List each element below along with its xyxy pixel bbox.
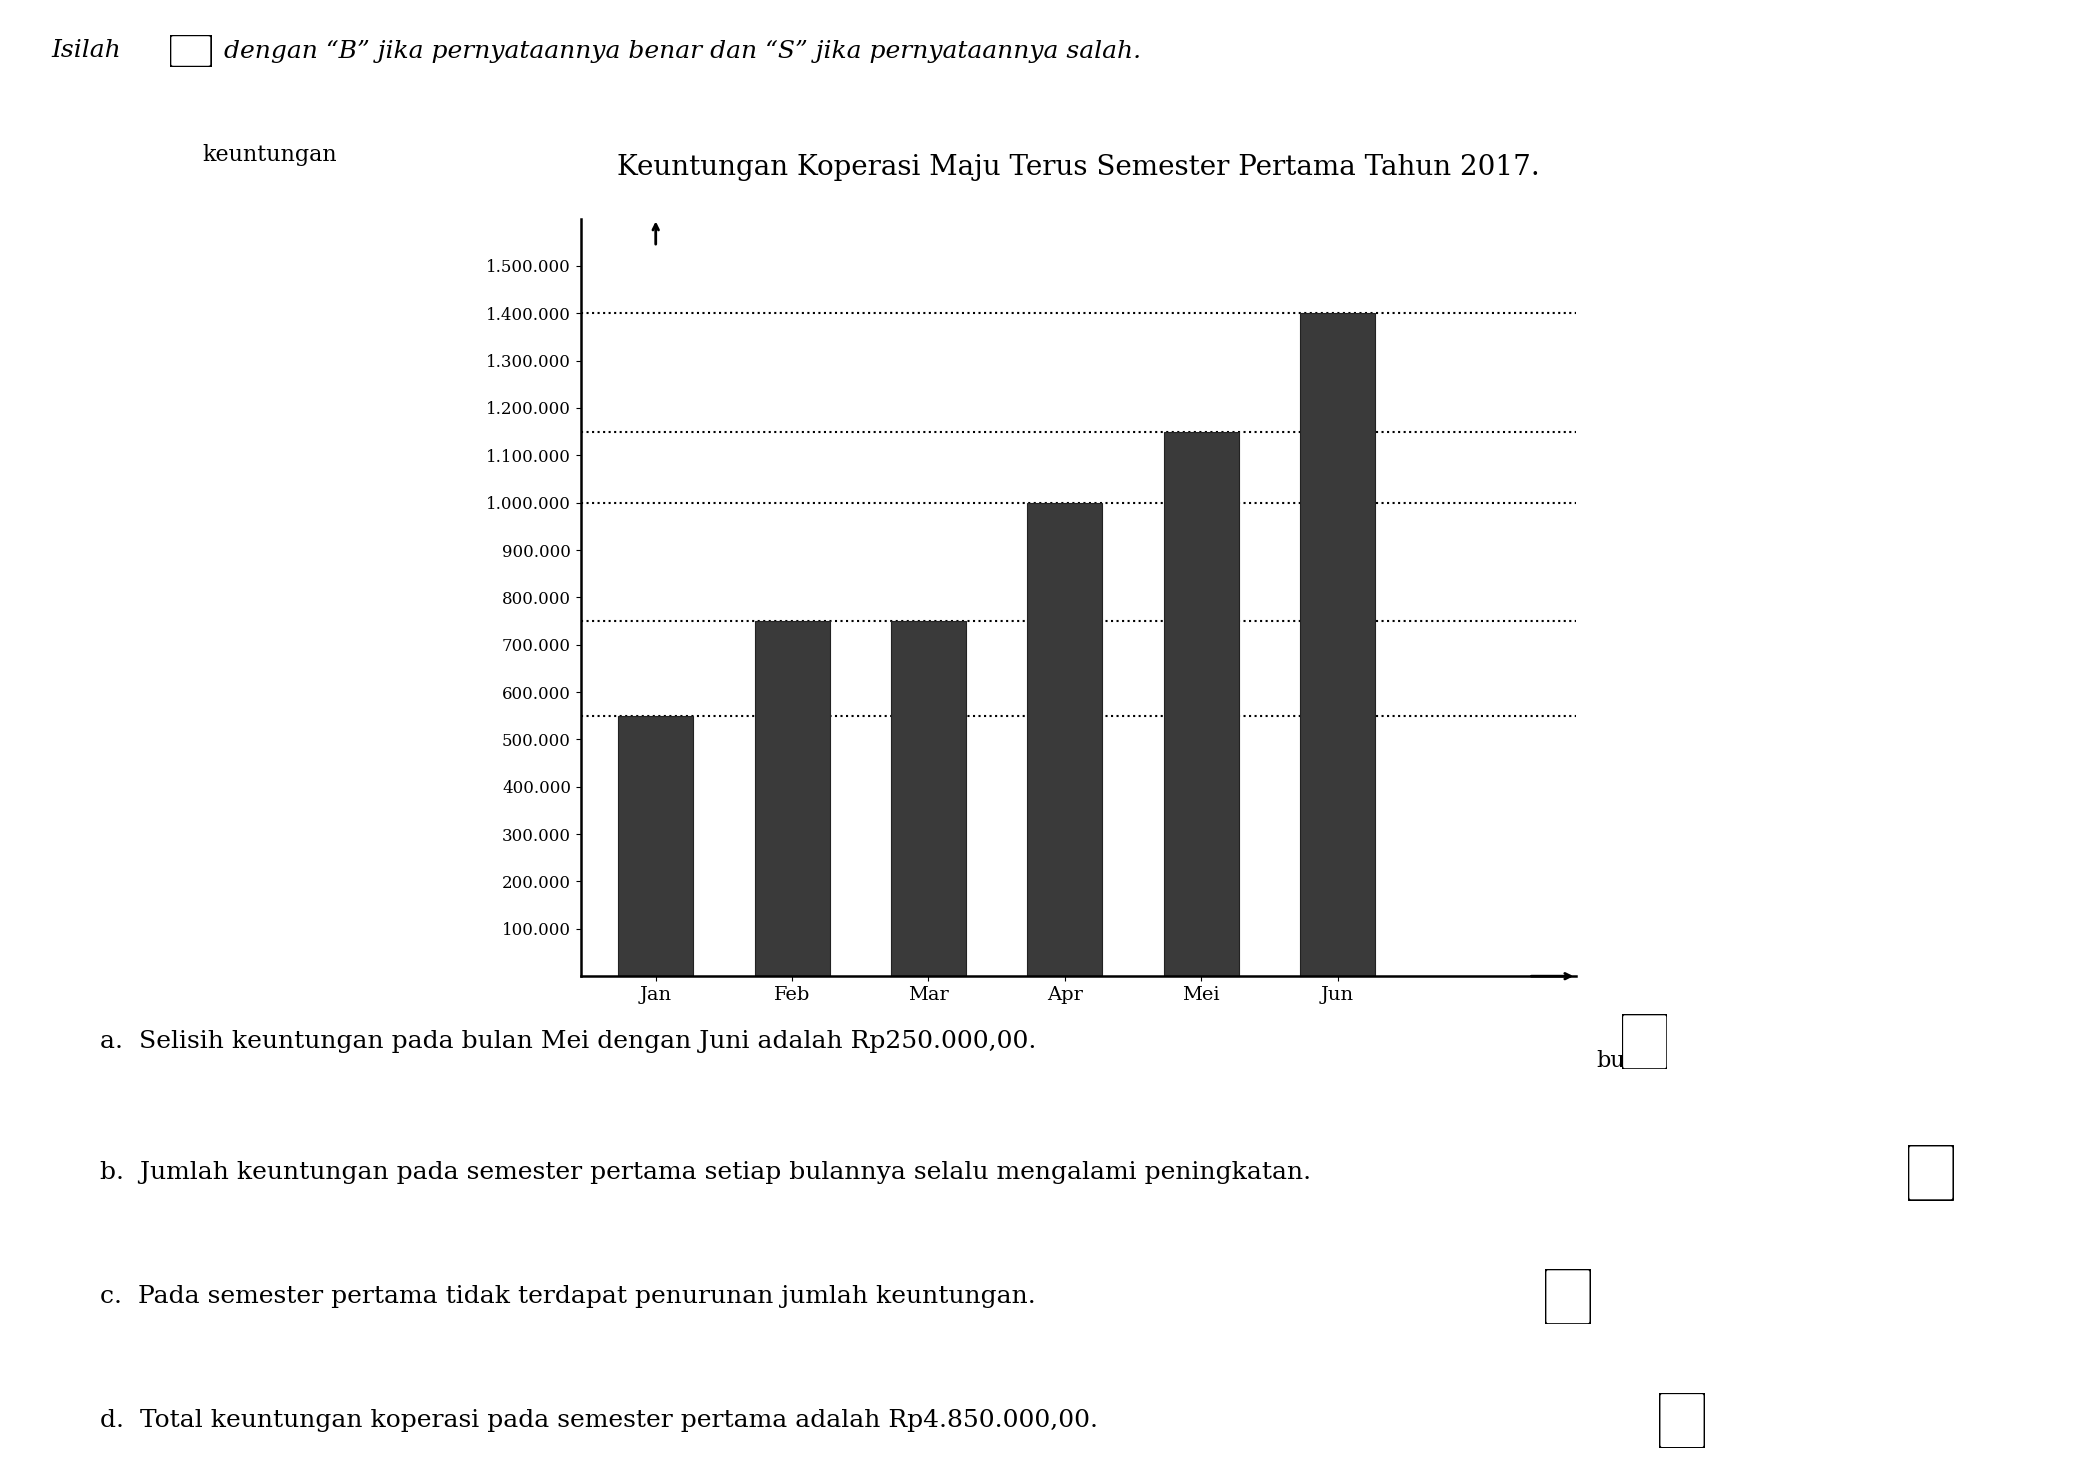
Bar xyxy=(1164,431,1238,976)
FancyBboxPatch shape xyxy=(1908,1145,1954,1201)
Text: Keuntungan Koperasi Maju Terus Semester Pertama Tahun 2017.: Keuntungan Koperasi Maju Terus Semester … xyxy=(618,154,1539,181)
Text: b.  Jumlah keuntungan pada semester pertama setiap bulannya selalu mengalami pen: b. Jumlah keuntungan pada semester perta… xyxy=(100,1161,1311,1185)
Bar xyxy=(618,715,693,976)
Bar xyxy=(1027,503,1103,976)
FancyBboxPatch shape xyxy=(1545,1269,1591,1324)
FancyBboxPatch shape xyxy=(1659,1393,1705,1448)
FancyBboxPatch shape xyxy=(1622,1014,1667,1069)
Bar xyxy=(755,621,830,976)
Text: c.  Pada semester pertama tidak terdapat penurunan jumlah keuntungan.: c. Pada semester pertama tidak terdapat … xyxy=(100,1285,1035,1308)
FancyBboxPatch shape xyxy=(170,35,212,67)
Text: d.  Total keuntungan koperasi pada semester pertama adalah Rp4.850.000,00.: d. Total keuntungan koperasi pada semest… xyxy=(100,1409,1097,1432)
Bar xyxy=(892,621,966,976)
Text: a.  Selisih keuntungan pada bulan Mei dengan Juni adalah Rp250.000,00.: a. Selisih keuntungan pada bulan Mei den… xyxy=(100,1030,1035,1053)
Text: bulan: bulan xyxy=(1597,1049,1659,1071)
Bar xyxy=(1300,313,1375,976)
Text: dengan “B” jika pernyataannya benar dan “S” jika pernyataannya salah.: dengan “B” jika pernyataannya benar dan … xyxy=(224,39,1141,63)
Text: Isilah: Isilah xyxy=(52,39,122,63)
Text: keuntungan: keuntungan xyxy=(203,144,338,166)
